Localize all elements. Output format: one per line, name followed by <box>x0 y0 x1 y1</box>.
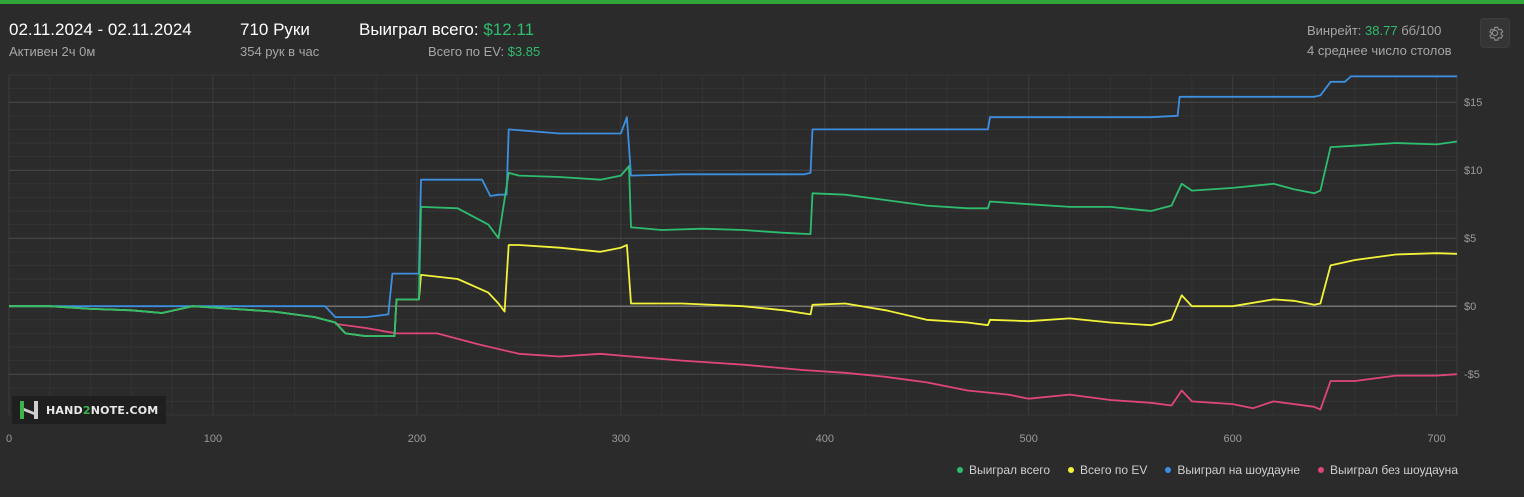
won-total-label: Выиграл всего: <box>359 20 479 39</box>
legend-label: Выиграл без шоудауна <box>1330 463 1458 477</box>
ev-total-label: Всего по EV: <box>428 44 505 59</box>
legend-dot-icon <box>1068 467 1075 473</box>
won-total: Выиграл всего: $12.11 <box>359 20 540 40</box>
x-tick-label: 700 <box>1427 433 1445 445</box>
legend-item[interactable]: Выиграл на шоудауне <box>1165 463 1300 477</box>
x-tick-label: 600 <box>1223 433 1241 445</box>
y-tick-label: $0 <box>1464 301 1476 313</box>
active-time: Активен 2ч 0м <box>9 44 96 59</box>
legend-item[interactable]: Выиграл всего <box>956 463 1051 477</box>
hands-block: 710 Руки 354 рук в час <box>240 20 319 59</box>
winrate-block: Винрейт: 38.77 бб/100 4 среднее число ст… <box>1307 23 1452 58</box>
x-tick-label: 500 <box>1020 433 1038 445</box>
legend-dot-icon <box>956 467 963 473</box>
winrate-label: Винрейт: <box>1307 23 1362 38</box>
x-tick-label: 0 <box>6 433 12 445</box>
ev-total: Всего по EV: $3.85 <box>359 44 540 59</box>
gear-icon <box>1489 26 1504 41</box>
date-range: 02.11.2024 - 02.11.2024 <box>9 20 192 39</box>
settings-button[interactable] <box>1480 18 1510 48</box>
legend-dot-icon <box>1165 467 1172 473</box>
legend-label: Выиграл всего <box>968 463 1051 477</box>
legend-label: Выиграл на шоудауне <box>1177 463 1300 477</box>
accent-top-bar <box>0 0 1524 4</box>
legend-item[interactable]: Выиграл без шоудауна <box>1318 463 1458 477</box>
legend-item[interactable]: Всего по EV <box>1068 463 1147 477</box>
avg-tables: 4 среднее число столов <box>1307 43 1452 58</box>
series-line-2 <box>9 75 1457 318</box>
series-line-3 <box>335 323 1458 411</box>
series-line-0 <box>9 140 1458 337</box>
x-tick-label: 400 <box>816 433 834 445</box>
y-tick-label: -$5 <box>1464 369 1480 381</box>
profit-chart: $15 $10 $5 $0 -$5 0 100 200 300 400 500 600 700 <box>6 74 1482 445</box>
legend-dot-icon <box>1318 467 1324 473</box>
ev-total-value: $3.85 <box>507 44 541 59</box>
date-range-block: 02.11.2024 - 02.11.2024 Активен 2ч 0м <box>9 20 192 59</box>
hands-per-hour: 354 рук в час <box>240 44 320 59</box>
x-tick-label: 300 <box>612 433 630 445</box>
chart-legend: Выиграл всего Всего по EV Выиграл на шоуда… <box>956 463 1458 477</box>
y-tick-label: $5 <box>1464 233 1476 245</box>
winrate-unit: бб/100 <box>1401 23 1442 38</box>
hand2note-logo: HAND2NOTE.COM <box>12 396 167 424</box>
winrate-value: 38.77 <box>1365 23 1398 38</box>
logo-text: HAND2NOTE.COM <box>46 403 159 417</box>
y-tick-label: $10 <box>1464 165 1482 177</box>
hands-count: 710 Руки <box>240 20 310 39</box>
legend-label: Всего по EV <box>1080 463 1148 477</box>
winrate: Винрейт: 38.77 бб/100 <box>1307 23 1452 38</box>
series-line-1 <box>9 244 1458 337</box>
y-tick-label: $15 <box>1464 97 1482 109</box>
hand2note-logo-icon <box>20 401 38 419</box>
won-total-value: $12.11 <box>483 20 535 39</box>
winnings-block: Выиграл всего: $12.11 Всего по EV: $3.85 <box>359 20 540 59</box>
x-tick-label: 200 <box>408 433 426 445</box>
x-tick-label: 100 <box>204 433 222 445</box>
